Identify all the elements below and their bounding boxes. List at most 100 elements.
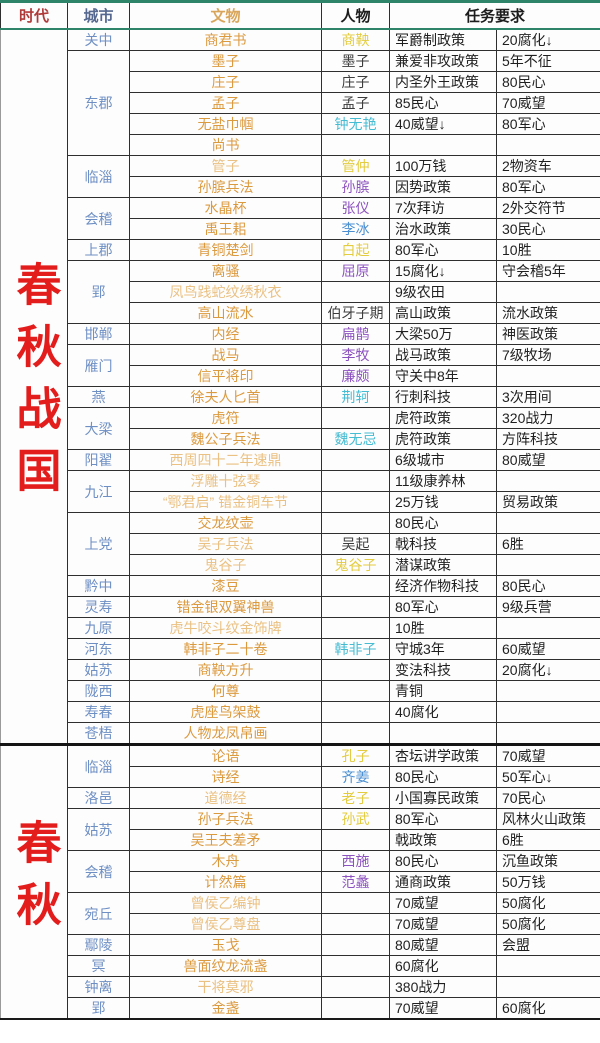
artifact-cell: 战马 — [129, 344, 322, 366]
task-secondary-cell — [495, 701, 600, 723]
artifact-cell: 虎牛咬斗纹金饰牌 — [129, 617, 322, 639]
person-cell: 韩非子 — [321, 638, 390, 660]
task-primary-cell: 军爵制政策 — [389, 28, 497, 51]
city-cell: 会稽 — [67, 197, 130, 240]
person-cell: 老子 — [321, 787, 390, 809]
task-secondary-cell: 70民心 — [495, 787, 600, 809]
task-secondary-cell: 守会稽5年 — [495, 260, 600, 282]
table-row: 灵寿 错金银双翼神兽 80军心 9级兵营 — [1, 596, 600, 618]
city-cell: 河东 — [67, 638, 130, 660]
task-secondary-cell: 50军心↓ — [495, 766, 600, 788]
task-secondary-cell: 20腐化↓ — [495, 28, 600, 51]
person-cell: 孙武 — [321, 808, 390, 830]
task-primary-cell: 60腐化 — [389, 955, 497, 977]
artifact-cell: 计然篇 — [129, 871, 322, 893]
task-secondary-cell: 贸易政策 — [495, 491, 600, 513]
era-label: 春秋战国 — [9, 261, 60, 509]
artifact-cell: 魏公子兵法 — [129, 428, 322, 450]
task-primary-cell: 高山政策 — [389, 302, 497, 324]
artifact-cell: 商鞅方升 — [129, 659, 322, 681]
artifact-cell: “鄂君启” 错金铜车节 — [129, 491, 322, 513]
person-cell: 西施 — [321, 850, 390, 872]
task-secondary-cell: 会盟 — [495, 934, 600, 956]
person-cell: 魏无忌 — [321, 428, 390, 450]
task-secondary-cell: 80民心 — [495, 575, 600, 597]
table-row: 大梁 虎符 虎符政策 320战力 — [1, 407, 600, 450]
task-secondary-cell: 70威望 — [495, 743, 600, 767]
task-secondary-cell — [495, 617, 600, 639]
task-primary-cell: 100万钱 — [389, 155, 497, 177]
task-secondary-cell — [495, 955, 600, 977]
task-secondary-cell — [495, 365, 600, 387]
task-secondary-cell: 70威望 — [495, 92, 600, 114]
artifact-cell: 错金银双翼神兽 — [129, 596, 322, 618]
artifact-cell: 墨子 — [129, 50, 322, 72]
task-primary-cell: 杏坛讲学政策 — [389, 743, 497, 767]
task-primary-cell: 变法科技 — [389, 659, 497, 681]
task-primary-cell: 守关中8年 — [389, 365, 497, 387]
task-primary-cell: 戟科技 — [389, 533, 497, 555]
artifact-cell: 孙膑兵法 — [129, 176, 322, 198]
table-row: 钟离 干将莫邪 380战力 — [1, 976, 600, 998]
task-secondary-cell: 10胜 — [495, 239, 600, 261]
table-row: 宛丘 曾侯乙编钟 70威望 50腐化 — [1, 892, 600, 935]
city-cell: 临淄 — [67, 743, 130, 788]
person-cell — [321, 449, 390, 471]
task-primary-cell: 9级农田 — [389, 281, 497, 303]
table-row: 陇西 何尊 青铜 — [1, 680, 600, 702]
task-primary-cell: 6级城市 — [389, 449, 497, 471]
table-row: 信平将印 廉颇 守关中8年 — [1, 365, 600, 387]
task-primary-cell — [389, 134, 497, 156]
city-cell: 钟离 — [67, 976, 130, 998]
city-cell: 苍梧 — [67, 722, 130, 745]
era-label: 春秋 — [9, 818, 60, 943]
table-row: 诗经 齐姜 80民心 50军心↓ — [1, 766, 600, 788]
task-secondary-cell: 7级牧场 — [495, 344, 600, 366]
task-secondary-cell: 50万钱 — [495, 871, 600, 893]
task-secondary-cell: 神医政策 — [495, 323, 600, 345]
artifact-cell: 道德经 — [129, 787, 322, 809]
person-cell — [321, 997, 390, 1020]
task-primary-cell: 11级康养林 — [389, 470, 497, 492]
person-cell — [321, 575, 390, 597]
artifact-table: 时代 城市 文物 人物 任务要求 春秋战国 关中 商君书 商鞅 军爵制政策 20腐化↓ 东郡… — [0, 0, 600, 1020]
person-cell — [321, 722, 390, 745]
person-cell — [321, 829, 390, 851]
artifact-cell: 交龙纹壶 — [129, 512, 322, 534]
artifact-cell: 管子 — [129, 155, 322, 177]
person-cell: 荆轲 — [321, 386, 390, 408]
task-primary-cell: 80军心 — [389, 808, 497, 830]
city-cell: 黔中 — [67, 575, 130, 597]
table-body: 春秋战国 关中 商君书 商鞅 军爵制政策 20腐化↓ 东郡 墨子 墨子 兼爱非攻政策 5年不征 庄子庄… — [0, 28, 600, 1020]
table-row: 邯郸 内经 扁鹊 大梁50万 神医政策 — [1, 323, 600, 345]
person-cell: 商鞅 — [321, 28, 390, 51]
task-primary-cell: 守城3年 — [389, 638, 497, 660]
city-cell: 上郡 — [67, 239, 130, 261]
artifact-cell: 兽面纹龙流盏 — [129, 955, 322, 977]
table-row: 郢离骚 屈原 15腐化↓ 守会稽5年 — [1, 260, 600, 324]
task-secondary-cell: 风林火山政策 — [495, 808, 600, 830]
task-primary-cell: 治水政策 — [389, 218, 497, 240]
task-primary-cell: 80民心 — [389, 766, 497, 788]
task-primary-cell: 70威望 — [389, 892, 497, 914]
task-primary-cell: 80民心 — [389, 512, 497, 534]
table-row: 曾侯乙尊盘 70威望 50腐化 — [1, 913, 600, 935]
artifact-cell: 漆豆 — [129, 575, 322, 597]
task-primary-cell: 380战力 — [389, 976, 497, 998]
table-row: 上党 交龙纹壶 80民心 — [1, 512, 600, 576]
task-secondary-cell: 80民心 — [495, 71, 600, 93]
header-task: 任务要求 — [388, 1, 600, 30]
table-row: 会稽 木舟 西施 80民心 沉鱼政策 — [1, 850, 600, 893]
artifact-cell: 论语 — [129, 743, 322, 767]
artifact-cell: 离骚 — [129, 260, 322, 282]
city-cell: 东郡 — [67, 50, 130, 156]
task-secondary-cell: 方阵科技 — [495, 428, 600, 450]
person-cell — [321, 934, 390, 956]
table-row: 吴子兵法 吴起 戟科技 6胜 — [1, 533, 600, 555]
city-cell: 洛邑 — [67, 787, 130, 809]
table-row: 郢金盏 70威望 60腐化 — [1, 997, 600, 1020]
table-row: 春秋 临淄 论语 孔子 杏坛讲学政策 70威望 — [0, 743, 600, 1020]
artifact-cell: 西周四十二年速鼎 — [129, 449, 322, 471]
city-cell: 灵寿 — [67, 596, 130, 618]
task-primary-cell: 80军心 — [389, 239, 497, 261]
